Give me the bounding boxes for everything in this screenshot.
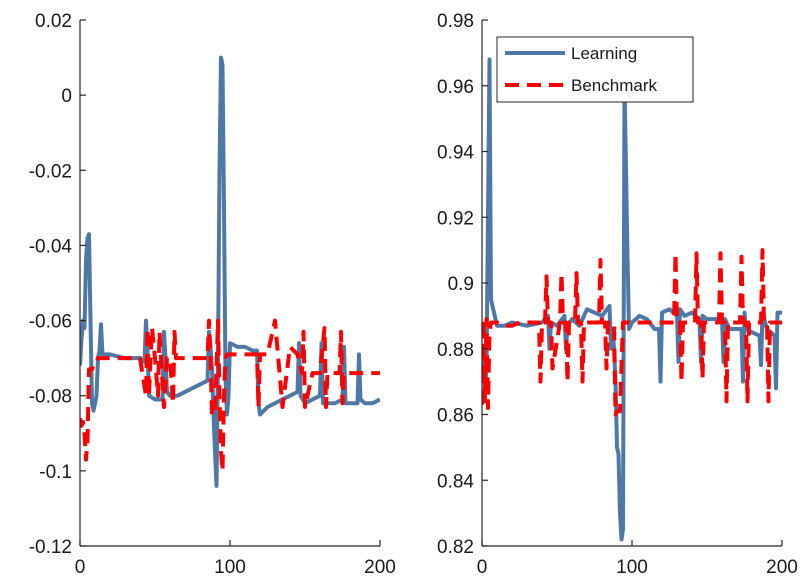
y-tick-label: 0.84 bbox=[437, 471, 474, 492]
y-tick-label: -0.12 bbox=[29, 537, 72, 558]
y-tick-label: 0.86 bbox=[437, 406, 474, 427]
y-tick-label: 0.88 bbox=[437, 340, 474, 361]
chart-legend: Learning Benchmark bbox=[496, 36, 694, 103]
legend-label-benchmark: Benchmark bbox=[571, 76, 657, 95]
y-tick-label: 0.02 bbox=[35, 11, 72, 32]
y-tick-label: -0.02 bbox=[29, 161, 72, 182]
y-tick-label: -0.1 bbox=[39, 462, 72, 483]
x-tick-label: 200 bbox=[766, 557, 798, 578]
y-tick-label: 0 bbox=[61, 86, 72, 107]
x-tick-label: 200 bbox=[364, 557, 396, 578]
legend-label-learning: Learning bbox=[571, 44, 637, 63]
benchmark-series-line bbox=[80, 318, 380, 473]
x-tick-label: 100 bbox=[616, 557, 648, 578]
y-tick-label: 0.98 bbox=[437, 11, 474, 32]
y-tick-label: 0.9 bbox=[448, 274, 474, 295]
y-tick-label: 0.82 bbox=[437, 537, 474, 558]
y-tick-label: -0.08 bbox=[29, 387, 72, 408]
legend-box bbox=[496, 36, 694, 103]
x-tick-label: 0 bbox=[75, 557, 86, 578]
x-tick-label: 100 bbox=[214, 557, 246, 578]
learning-series-line bbox=[80, 55, 380, 488]
y-tick-label: -0.04 bbox=[29, 236, 73, 257]
y-tick-label: 0.94 bbox=[437, 143, 474, 164]
right-chart-panel: 0.82 0.84 0.86 0.88 0.9 0.92 0.94 0.96 0.98 0 100 2… bbox=[437, 11, 798, 578]
left-chart-panel: -0.12 -0.1 -0.08 -0.06 -0.04 -0.02 0 0.02 0 100 20… bbox=[29, 11, 396, 578]
x-tick-label: 0 bbox=[477, 557, 488, 578]
y-tick-label: 0.92 bbox=[437, 208, 474, 229]
benchmark-series-line bbox=[482, 248, 782, 417]
y-tick-label: -0.06 bbox=[29, 312, 72, 333]
learning-series-line bbox=[482, 57, 782, 542]
y-tick-label: 0.96 bbox=[437, 77, 474, 98]
